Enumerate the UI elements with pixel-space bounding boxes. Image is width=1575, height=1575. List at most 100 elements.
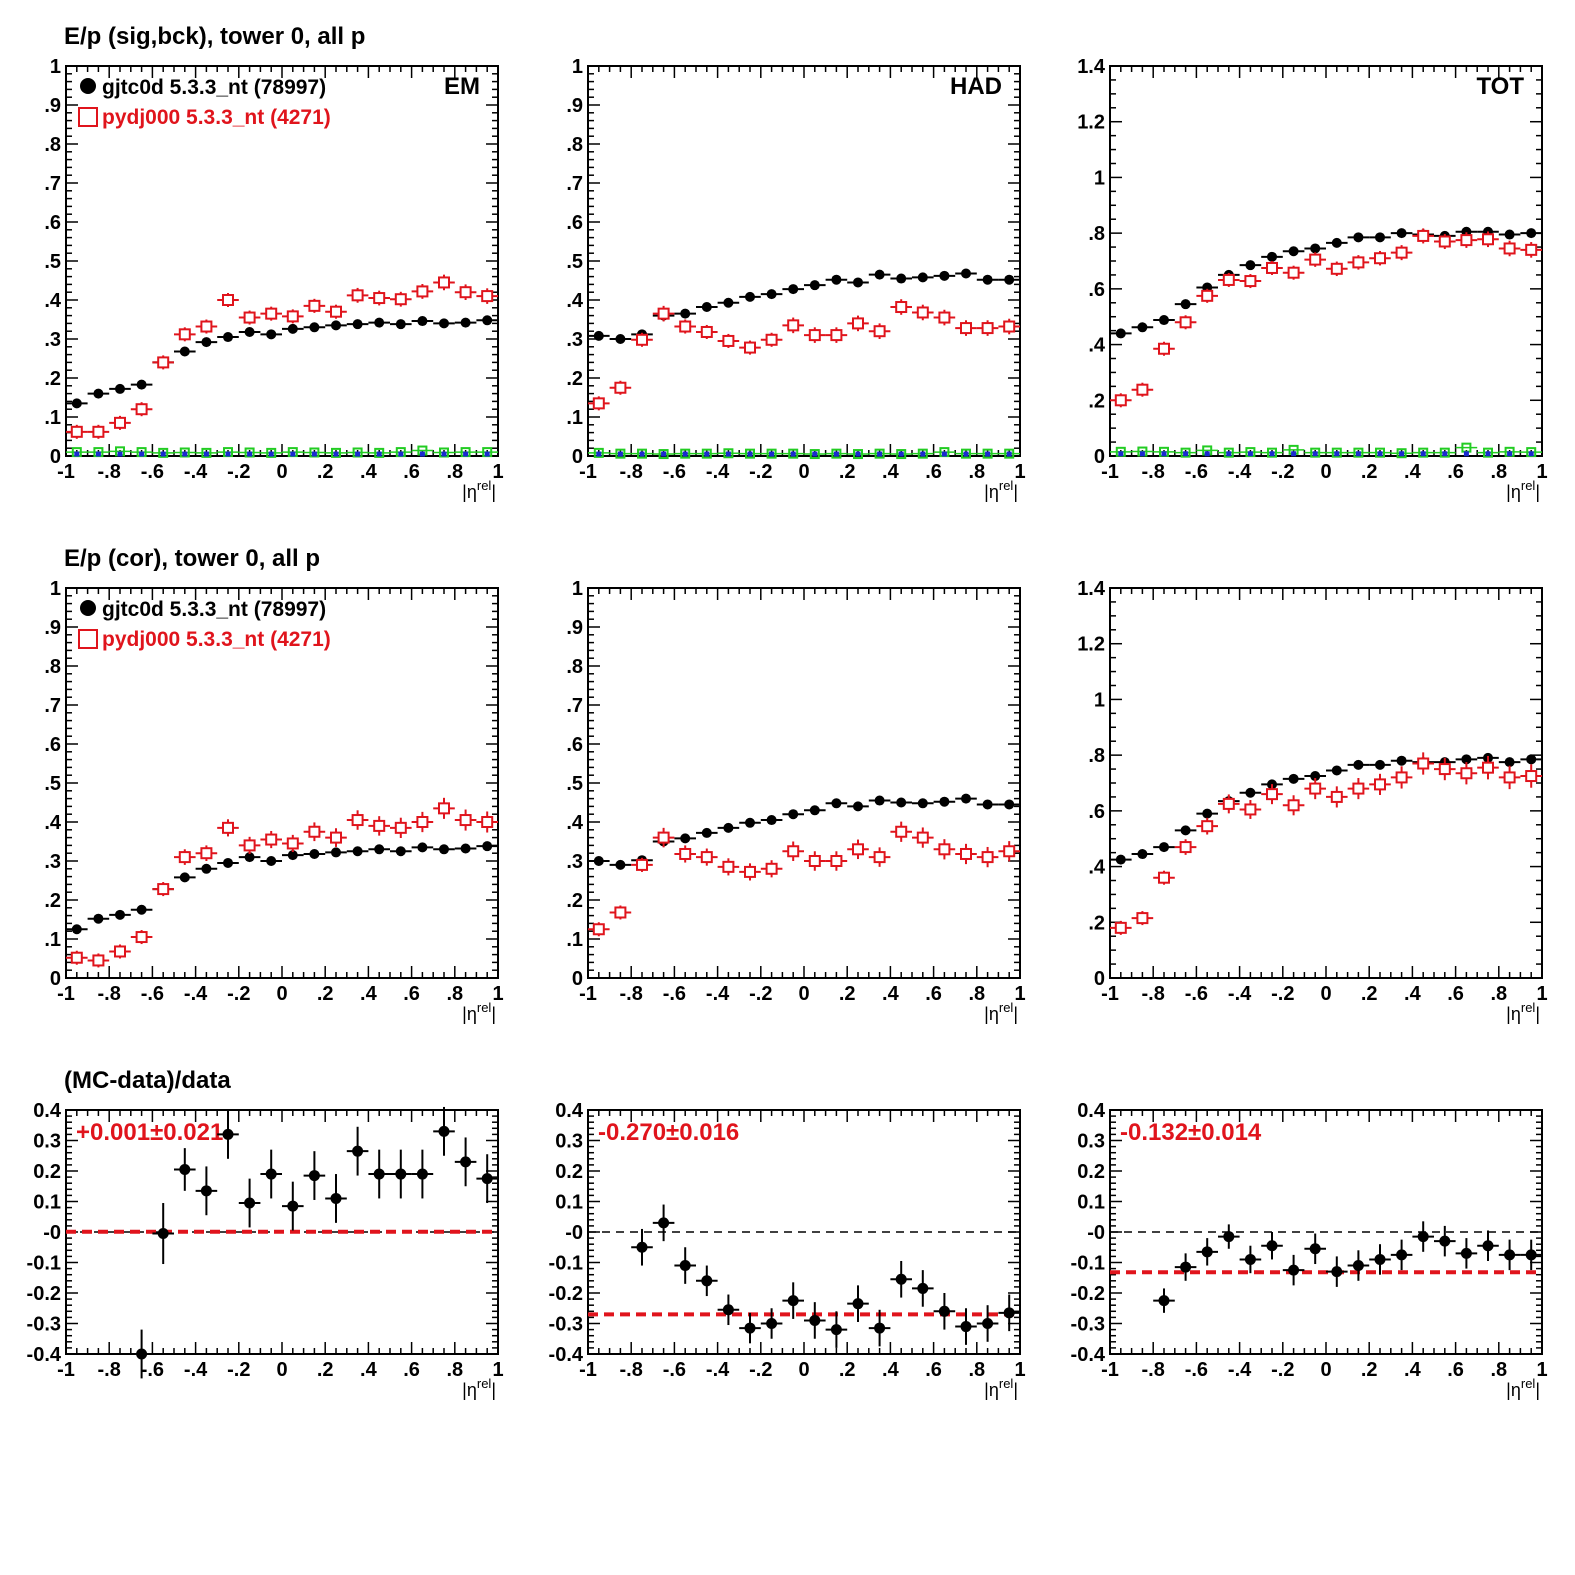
bkg-blue-point [725, 451, 731, 457]
mc-point [722, 860, 735, 873]
data-point [309, 848, 320, 859]
bkg-green-point [1353, 447, 1364, 458]
data-point [1288, 1264, 1300, 1276]
data-point [179, 1163, 191, 1175]
bkg-blue-point [985, 451, 991, 457]
mc-point [852, 317, 864, 330]
y-tick-label: 0.2 [1077, 1161, 1105, 1183]
mc-point [70, 951, 83, 964]
data-point [896, 797, 907, 808]
y-tick-label: .1 [566, 407, 583, 429]
y-tick-label: 1.2 [1077, 112, 1105, 134]
y-tick-label: .5 [566, 773, 583, 795]
bkg-green-point [1418, 447, 1429, 458]
data-point [460, 317, 471, 328]
x-tick-label: -.4 [706, 983, 730, 1005]
data-point [308, 1170, 320, 1182]
bkg-green-point [1180, 447, 1191, 458]
bkg-green-point [1375, 447, 1385, 458]
y-tick-label: .4 [566, 290, 584, 312]
mc-point [1201, 289, 1214, 302]
x-tick-label: 1 [492, 983, 503, 1005]
x-tick-label: -.2 [1271, 461, 1294, 483]
y-tick-label: .8 [1088, 223, 1105, 245]
mc-point [1395, 771, 1408, 784]
data-point [787, 1295, 799, 1307]
y-tick-label: 0 [1094, 446, 1105, 468]
data-point [1223, 1231, 1235, 1243]
data-point [1353, 759, 1364, 770]
y-tick-label: .5 [566, 251, 583, 273]
y-tick-label: .7 [44, 173, 61, 195]
x-tick-label: -.2 [227, 461, 250, 483]
x-axis-title: |ηrel| [462, 1000, 496, 1024]
y-tick-label: .4 [566, 812, 584, 834]
x-tick-label: -.2 [1271, 1359, 1294, 1381]
y-tick-label: 0.4 [33, 1100, 62, 1122]
x-tick-label: -.4 [1228, 461, 1252, 483]
bkg-green-point [1310, 447, 1321, 458]
mc-point [330, 831, 342, 844]
y-tick-label: -0.2 [549, 1283, 583, 1305]
y-tick-label: .2 [1088, 912, 1105, 934]
bkg-blue-point [812, 451, 818, 457]
mc-point [114, 416, 126, 429]
bkg-blue-point [1463, 451, 1469, 457]
mc-point [438, 802, 450, 815]
x-tick-label: .2 [839, 1359, 856, 1381]
mc-point [614, 906, 627, 919]
bkg-green-point [1439, 447, 1450, 458]
bkg-green-point [331, 447, 341, 458]
y-tick-label: -0.2 [1071, 1283, 1105, 1305]
bkg-green-point [917, 448, 928, 459]
data-point [766, 815, 777, 826]
y-tick-label: .8 [1088, 745, 1105, 767]
y-tick-label: .3 [566, 329, 583, 351]
bkg-blue-point [1377, 451, 1383, 457]
data-point [1180, 825, 1191, 836]
data-point [438, 1125, 450, 1137]
panel-tag: HAD [950, 73, 1002, 100]
x-tick-label: -.8 [620, 1359, 643, 1381]
mc-point [265, 833, 278, 846]
bkg-blue-point [747, 451, 753, 457]
data-point [1375, 232, 1385, 243]
data-point [1482, 1240, 1494, 1252]
mc-point [981, 322, 994, 335]
mc-point [1438, 763, 1451, 776]
x-axis-title: |ηrel| [1506, 1000, 1540, 1024]
x-axis-title-sup: rel [477, 478, 492, 493]
bkg-green-point [374, 447, 385, 458]
y-tick-label: -0.1 [27, 1253, 61, 1275]
data-point [417, 316, 428, 327]
bkg-blue-point [1226, 451, 1232, 457]
x-axis-title-main: |η [1506, 482, 1521, 502]
mc-point [1266, 261, 1278, 274]
bkg-green-point [158, 447, 169, 458]
x-tick-label: 0 [798, 983, 809, 1005]
data-point [179, 872, 190, 883]
bkg-green-point [680, 448, 691, 459]
x-tick-label: -.4 [706, 1359, 730, 1381]
mc-point [416, 816, 429, 828]
mc-point [636, 858, 648, 871]
bkg-blue-point [95, 451, 101, 457]
x-tick-label: -.6 [1185, 461, 1208, 483]
mc-point [1417, 229, 1430, 242]
data-point [938, 1305, 950, 1317]
row-title-ratio: (MC-data)/data [64, 1067, 231, 1094]
data-point [593, 856, 604, 866]
x-axis-title: |ηrel| [1506, 1376, 1540, 1400]
chart-panel-1: -1 -.8 -.6 -.4 -.2 0 .2 .4 .6 .8 1 0 .1 .2 .3 .4 .5 .6 .7.… [566, 56, 1025, 502]
bkg-green-point [809, 449, 820, 460]
data-point [287, 1200, 299, 1212]
x-tick-label: -1 [579, 983, 597, 1005]
bkg-blue-point [74, 451, 80, 457]
mc-point [960, 847, 972, 860]
row-title-sig-bck: E/p (sig,bck), tower 0, all p [64, 23, 365, 50]
y-tick-label: 1 [572, 56, 583, 78]
y-tick-label: .8 [566, 656, 583, 678]
x-tick-label: .8 [968, 1359, 985, 1381]
bkg-green-point [1004, 448, 1015, 459]
x-axis-title-main: |η [1506, 1380, 1521, 1400]
